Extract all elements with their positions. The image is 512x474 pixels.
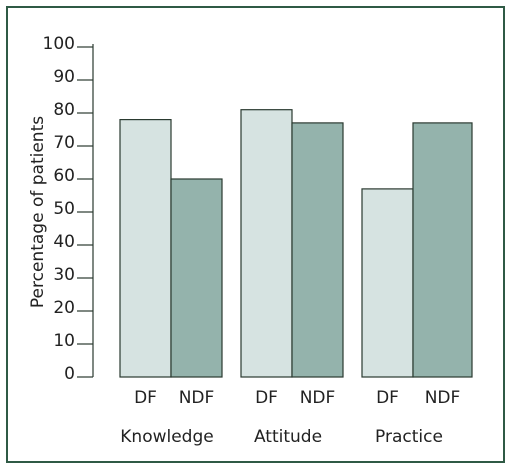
bar bbox=[412, 122, 473, 378]
bar bbox=[119, 118, 172, 378]
y-tick-label: 80 bbox=[53, 100, 75, 120]
y-tick-label: 10 bbox=[53, 331, 75, 351]
y-tick-label: 30 bbox=[53, 265, 75, 285]
series-label: DF bbox=[134, 388, 157, 408]
x-tick-label: Attitude bbox=[254, 427, 322, 447]
frame bbox=[6, 6, 505, 463]
bar bbox=[291, 122, 344, 378]
y-tick-label: 60 bbox=[53, 166, 75, 186]
y-tick-label: 0 bbox=[64, 364, 75, 384]
y-tick-label: 50 bbox=[53, 199, 75, 219]
y-axis-label: Percentage of patients bbox=[28, 116, 48, 308]
y-tick-label: 70 bbox=[53, 133, 75, 153]
bar bbox=[240, 109, 293, 378]
series-label: DF bbox=[255, 388, 278, 408]
series-label: NDF bbox=[300, 388, 336, 408]
x-tick-label: Practice bbox=[375, 427, 443, 447]
series-label: NDF bbox=[425, 388, 461, 408]
bar bbox=[170, 178, 223, 378]
x-tick-label: Knowledge bbox=[120, 427, 213, 447]
y-tick-label: 100 bbox=[43, 34, 75, 54]
y-tick-label: 20 bbox=[53, 298, 75, 318]
y-tick-label: 40 bbox=[53, 232, 75, 252]
series-label: DF bbox=[376, 388, 399, 408]
bar bbox=[361, 188, 414, 378]
series-label: NDF bbox=[179, 388, 215, 408]
y-tick-label: 90 bbox=[53, 67, 75, 87]
